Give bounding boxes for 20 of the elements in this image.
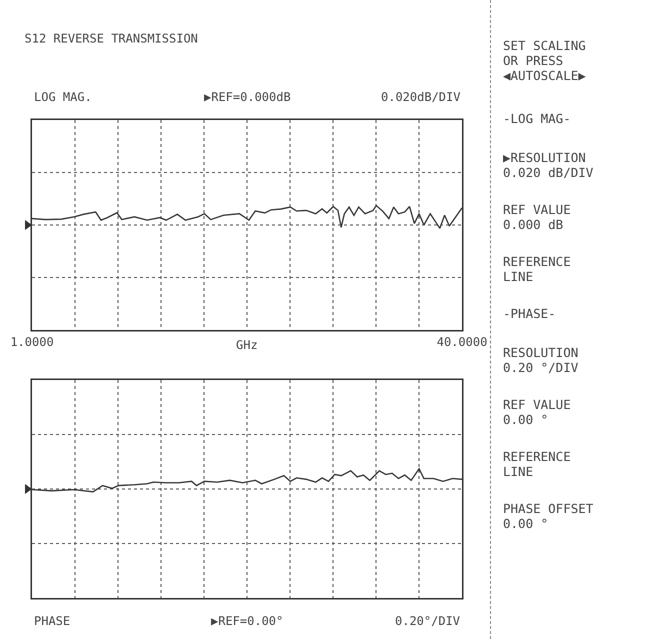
text: PHASE — [34, 614, 70, 628]
text: ▶RESOLUTION 0.020 dB/DIV — [503, 150, 594, 180]
text: REFERENCE LINE — [503, 449, 572, 479]
text: 0.020dB/DIV — [381, 90, 460, 104]
text: PHASE OFFSET 0.00 ° — [503, 501, 594, 531]
text: RESOLUTION 0.20 °/DIV — [503, 345, 580, 375]
text: SET SCALING OR PRESS ◀AUTOSCALE▶ — [503, 38, 587, 83]
text: -PHASE- — [503, 306, 557, 321]
text: ▶REF=0.000dB — [204, 90, 291, 104]
text: REF VALUE 0.00 ° — [503, 397, 572, 427]
text: -LOG MAG- — [503, 111, 572, 126]
text: REF VALUE 0.000 dB — [503, 202, 572, 232]
x-tick-label: 1.0000 — [10, 334, 54, 349]
chart-title: S12 REVERSE TRANSMISSION — [24, 31, 198, 46]
text: 0.20°/DIV — [395, 614, 460, 628]
text: REFERENCE LINE — [503, 254, 572, 284]
x-tick-label: 40.0000 — [436, 334, 488, 349]
text: ▶REF=0.00° — [211, 614, 284, 628]
text: LOG MAG. — [34, 90, 92, 104]
x-axis-title: GHz — [236, 338, 258, 352]
